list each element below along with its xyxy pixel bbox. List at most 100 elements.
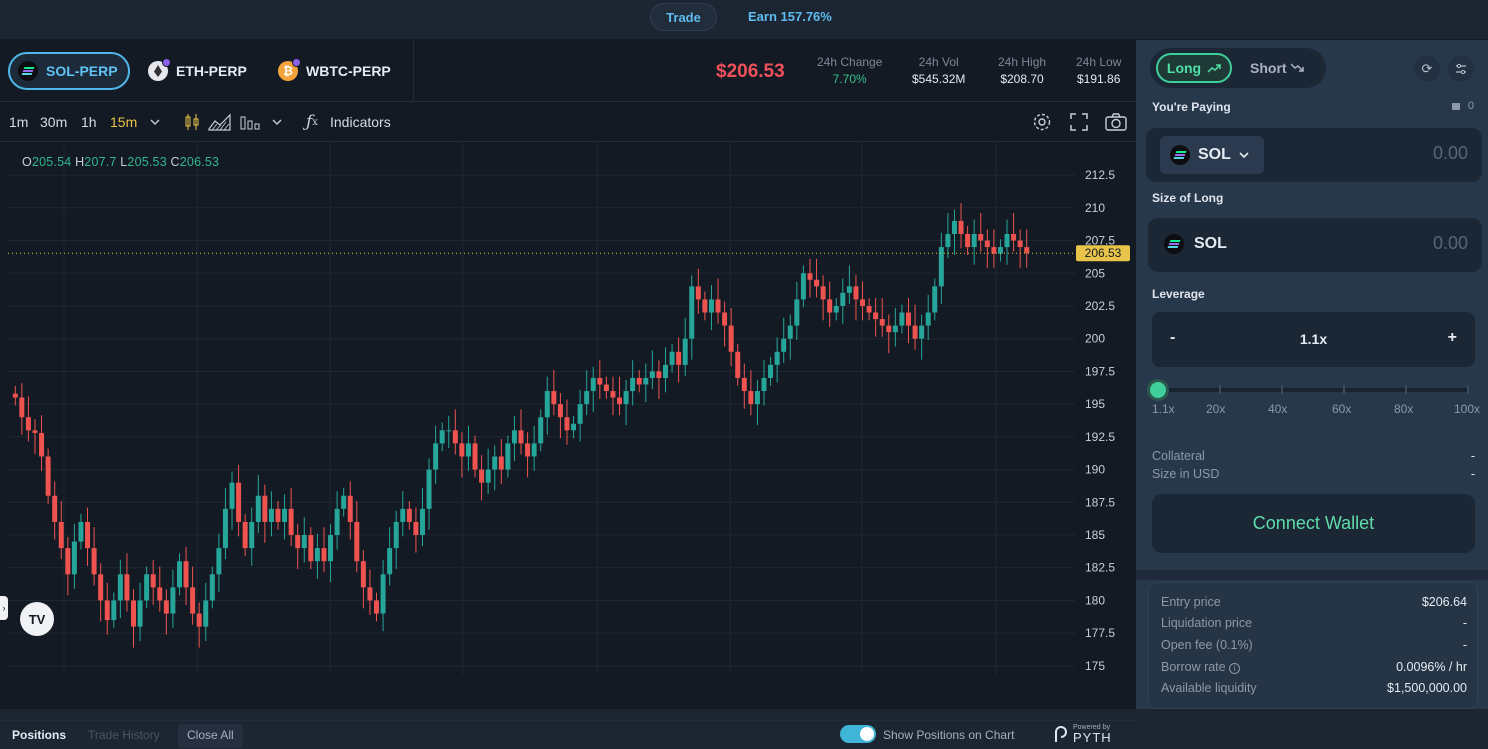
bars-icon[interactable] [240, 112, 260, 132]
chevron-down-icon[interactable] [150, 112, 160, 132]
candle-body [472, 443, 478, 470]
divider [413, 40, 414, 102]
short-button[interactable]: Short [1250, 60, 1305, 76]
info-value: - [1462, 616, 1467, 630]
candle-body [722, 312, 728, 326]
camera-icon[interactable] [1105, 112, 1127, 132]
gear-icon[interactable] [1032, 112, 1052, 132]
pay-amount-input[interactable]: 0.00 [1432, 143, 1468, 163]
candle-body [919, 325, 925, 339]
candle-body [938, 247, 944, 287]
candle-body [833, 305, 839, 313]
long-button[interactable]: Long [1156, 53, 1232, 83]
candle-body [728, 325, 734, 352]
powered-by-label: Powered by [1073, 724, 1110, 731]
show-positions-label: Show Positions on Chart [883, 728, 1015, 742]
timeframe-30m[interactable]: 30m [40, 114, 68, 130]
info-row-liquidation-price: Liquidation price - [1161, 616, 1467, 630]
indicators-button[interactable]: Indicators [330, 114, 391, 130]
timeframe-15m[interactable]: 15m [110, 114, 138, 130]
fullscreen-icon[interactable] [1070, 112, 1088, 132]
market-tab-wbtc[interactable]: ₿ WBTC-PERP [278, 52, 391, 90]
market-label: ETH-PERP [176, 63, 247, 79]
close-all-button[interactable]: Close All [178, 724, 243, 748]
size-token: SOL [1164, 234, 1227, 254]
candle-body [511, 430, 517, 444]
y-tick-label: 212.5 [1085, 168, 1115, 182]
candle-body [452, 430, 458, 444]
info-value: 0.0096% / hr [1396, 660, 1467, 674]
candle-body [571, 423, 577, 431]
candle-body [190, 587, 196, 614]
candle-body [446, 430, 452, 432]
y-tick-label: 187.5 [1085, 495, 1115, 509]
candle-body [1004, 233, 1010, 248]
trading-area: SOL-PERP ETH-PERP ₿ WBTC-PERP $206.53 24… [0, 40, 1136, 748]
info-label: Available liquidity [1161, 681, 1257, 695]
stat-value: 7.70% [832, 72, 867, 86]
refresh-icon[interactable]: ⟳ [1414, 56, 1440, 82]
market-tab-eth[interactable]: ETH-PERP [148, 52, 247, 90]
candle-body [58, 521, 64, 549]
candle-body [820, 286, 826, 300]
candle-body [360, 561, 366, 588]
candle-body [314, 548, 320, 562]
info-row-entry-price: Entry price $206.64 [1161, 595, 1467, 609]
candle-body [85, 521, 91, 549]
timeframe-1h[interactable]: 1h [81, 114, 97, 130]
candle-body [669, 351, 675, 365]
market-tab-sol[interactable]: SOL-PERP [8, 52, 130, 90]
candles-icon[interactable] [184, 112, 200, 132]
candle-body [71, 541, 77, 575]
nav-earn-tab[interactable]: Earn 157.76% [748, 9, 832, 24]
nav-trade-tab[interactable]: Trade [650, 3, 717, 31]
size-amount-input[interactable]: 0.00 [1432, 233, 1468, 253]
candles [12, 203, 1030, 648]
connect-wallet-button[interactable]: Connect Wallet [1152, 494, 1475, 553]
y-tick-label: 200 [1085, 332, 1105, 346]
candle-body [551, 391, 557, 405]
tradingview-logo[interactable]: TV [20, 602, 54, 636]
chevron-down-icon[interactable] [272, 112, 282, 132]
candle-body [117, 574, 123, 601]
candle-body [426, 469, 432, 509]
tab-trade-history[interactable]: Trade History [88, 728, 160, 742]
candle-body [413, 521, 419, 536]
stat-value: $208.70 [1000, 72, 1044, 86]
candle-body [544, 391, 550, 418]
slider-label: 1.1x [1152, 402, 1175, 416]
leverage-increase-button[interactable]: + [1447, 329, 1457, 346]
settings-sliders-icon[interactable] [1448, 56, 1474, 82]
area-chart-icon[interactable] [208, 112, 232, 132]
last-price-label: 206.53 [1085, 246, 1122, 260]
sol-coin-icon [18, 61, 38, 81]
candle-body [603, 384, 609, 392]
tab-positions[interactable]: Positions [12, 728, 67, 742]
ohlc-c-label: C [170, 155, 180, 169]
leverage-value[interactable]: 1.1x [1299, 331, 1328, 347]
expand-handle-icon[interactable]: › [0, 596, 8, 620]
candle-body [104, 600, 110, 621]
slider-label: 80x [1394, 402, 1414, 416]
timeframe-1m[interactable]: 1m [9, 114, 29, 130]
candle-body [492, 456, 498, 470]
leverage-label: Leverage [1152, 287, 1205, 301]
pay-token-select[interactable]: SOL [1160, 136, 1264, 174]
leverage-decrease-button[interactable]: - [1170, 329, 1176, 346]
show-positions-toggle[interactable] [840, 725, 876, 743]
leverage-slider[interactable] [1150, 382, 1469, 398]
info-circle-icon[interactable]: i [1229, 663, 1241, 674]
candle-body [157, 587, 163, 601]
candle-body [912, 325, 918, 339]
slider-knob[interactable] [1150, 382, 1166, 398]
candle-body [163, 600, 169, 614]
stat-label: 24h Vol [918, 55, 959, 69]
trend-down-icon [1290, 63, 1305, 72]
candle-body [387, 548, 393, 575]
candle-body [308, 535, 314, 562]
size-usd-label: Size in USD [1152, 467, 1220, 481]
candle-body [268, 508, 274, 522]
candle-body [761, 377, 767, 392]
price-chart[interactable]: 212.5 210 207.5 205 202.5 200 197.5 195 192.5 190… [0, 142, 1136, 682]
